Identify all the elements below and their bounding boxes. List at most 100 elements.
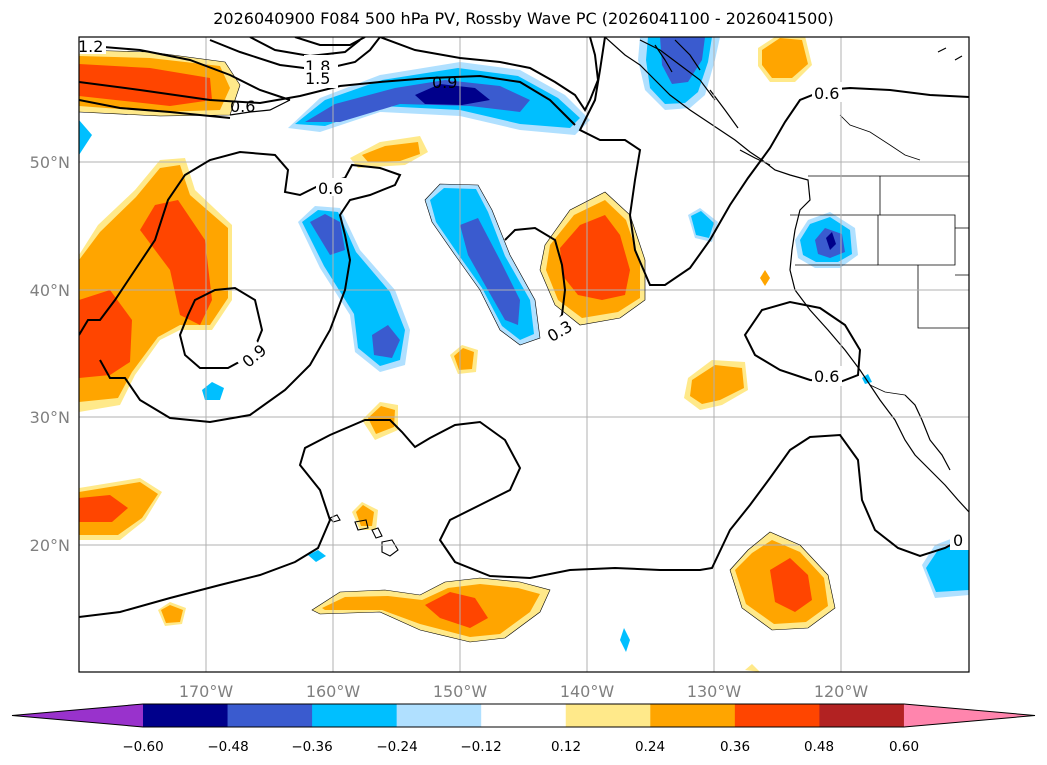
lat-tick-label: 30°N bbox=[30, 408, 70, 427]
colorbar-bin bbox=[565, 704, 651, 727]
contour-label-0-6-loop: 0.6 bbox=[814, 367, 839, 386]
contour-label-0-6-central: 0.6 bbox=[318, 179, 343, 198]
contour-2-1 bbox=[294, 37, 366, 46]
longitude-tick-labels: 170°W 160°W 150°W 140°W 130°W 120°W bbox=[179, 682, 869, 701]
colorbar-tick-label: −0.36 bbox=[291, 739, 332, 755]
anomaly-shape bbox=[762, 38, 808, 78]
colorbar-bin bbox=[143, 704, 229, 727]
colorbar-tick-label: −0.48 bbox=[207, 739, 248, 755]
state-border bbox=[877, 214, 956, 266]
positive-pv-anomalies bbox=[79, 37, 835, 672]
anomaly-shape bbox=[460, 218, 520, 325]
anomaly-shape bbox=[362, 142, 420, 162]
contour-0-6-north bbox=[79, 74, 576, 126]
colorbar-bin bbox=[819, 704, 905, 727]
island-coast-lines bbox=[654, 39, 739, 129]
anomaly-shape bbox=[308, 550, 326, 562]
anomaly-shape bbox=[770, 558, 812, 612]
contour-0-6-west-loop bbox=[79, 150, 402, 424]
colorbar-outline bbox=[11, 703, 1036, 728]
anomaly-shape bbox=[79, 495, 128, 522]
latitude-tick-labels: 50°N 40°N 30°N 20°N bbox=[30, 153, 70, 555]
lat-tick-label: 50°N bbox=[30, 153, 70, 172]
colorbar-tick-label: 0.36 bbox=[720, 739, 750, 755]
colorbar-bin bbox=[12, 704, 143, 727]
anomaly-shape bbox=[660, 37, 705, 84]
arctic-coast-line bbox=[937, 47, 963, 61]
lon-tick-label: 130°W bbox=[687, 682, 742, 701]
island-kauai bbox=[329, 514, 341, 523]
colorbar-bin bbox=[481, 704, 567, 727]
state-border bbox=[917, 265, 969, 329]
colorbar-tick-label: −0.60 bbox=[122, 739, 163, 755]
lat-tick-label: 20°N bbox=[30, 536, 70, 555]
lon-tick-label: 160°W bbox=[306, 682, 361, 701]
colorbar-tick-label: 0.60 bbox=[889, 739, 919, 755]
colorbar: −0.60 −0.48 −0.36 −0.24 −0.12 0.12 0.24 … bbox=[11, 703, 1036, 755]
anomaly-shape bbox=[79, 290, 132, 378]
label-bg bbox=[316, 178, 346, 196]
west-coast-line bbox=[604, 37, 969, 513]
anomaly-shape bbox=[926, 538, 969, 592]
lon-tick-label: 150°W bbox=[433, 682, 488, 701]
anomaly-shape bbox=[690, 365, 744, 404]
label-bg bbox=[304, 70, 338, 88]
map-frame bbox=[78, 36, 970, 673]
anomaly-shape bbox=[161, 605, 183, 623]
label-bg bbox=[812, 82, 842, 102]
gridlines bbox=[79, 37, 969, 672]
lon-tick-label: 120°W bbox=[814, 682, 869, 701]
canada-border-line bbox=[839, 114, 921, 161]
anomaly-outline bbox=[79, 49, 241, 117]
anomaly-shape bbox=[79, 120, 92, 155]
anomaly-shape bbox=[425, 592, 488, 628]
colorbar-bin bbox=[396, 704, 482, 727]
map-panel: 1.2 1.8 1.5 0.9 0.6 0.6 0.6 0.9 0.3 bbox=[78, 36, 970, 673]
anomaly-outline bbox=[539, 191, 646, 326]
contour-label-1-2: 1.2 bbox=[78, 37, 103, 56]
colorbar-bin bbox=[650, 704, 736, 727]
anomaly-shape bbox=[826, 232, 836, 250]
colorbar-bin bbox=[734, 704, 820, 727]
anomaly-outlines bbox=[79, 49, 836, 643]
state-border bbox=[955, 227, 969, 276]
label-bg bbox=[232, 338, 268, 372]
contour-lower-1-2 bbox=[79, 99, 231, 119]
anomaly-outline bbox=[424, 183, 541, 346]
colorbar-tick-labels: −0.60 −0.48 −0.36 −0.24 −0.12 0.12 0.24 … bbox=[122, 739, 919, 755]
map-background bbox=[79, 37, 969, 672]
figure-title: 2026040900 F084 500 hPa PV, Rossby Wave … bbox=[213, 9, 834, 28]
hawaii-islands bbox=[329, 514, 399, 557]
contour-1-2 bbox=[79, 44, 291, 101]
contour-label-0-6-aleutian: 0.6 bbox=[230, 97, 255, 116]
anomaly-shape bbox=[745, 664, 760, 672]
anomaly-shape bbox=[202, 382, 224, 400]
contour-label-1-5: 1.5 bbox=[305, 69, 330, 88]
colorbar-bins bbox=[11, 703, 1036, 728]
lon-tick-label: 140°W bbox=[560, 682, 615, 701]
anomaly-shape bbox=[560, 215, 630, 300]
anomaly-shape bbox=[454, 348, 474, 370]
anomaly-shape bbox=[760, 270, 770, 286]
contour-0-3-south bbox=[79, 419, 969, 618]
colorbar-tick-label: 0.12 bbox=[551, 739, 581, 755]
colorbar-bin bbox=[903, 704, 1035, 727]
mexico-border bbox=[869, 384, 906, 396]
colorbar-bin bbox=[227, 704, 313, 727]
contour-label-0-9-north: 0.9 bbox=[432, 73, 457, 92]
aleutian-line bbox=[229, 99, 291, 116]
shaded-anomalies: 1.2 1.8 1.5 0.9 0.6 0.6 0.6 0.9 0.3 bbox=[78, 37, 969, 672]
colorbar-tick-label: 0.24 bbox=[635, 739, 665, 755]
island-oahu bbox=[354, 519, 369, 531]
vancouver-island-line bbox=[739, 149, 771, 166]
label-bg bbox=[539, 314, 575, 346]
anomaly-shape bbox=[322, 584, 540, 637]
label-bg bbox=[79, 37, 106, 54]
anomaly-shape bbox=[372, 325, 400, 358]
contour-0-9-north bbox=[379, 37, 600, 112]
label-bg bbox=[812, 366, 842, 386]
island-hawaii bbox=[381, 539, 399, 557]
anomaly-shape bbox=[620, 628, 630, 652]
colorbar-tick-label: −0.12 bbox=[460, 739, 501, 755]
